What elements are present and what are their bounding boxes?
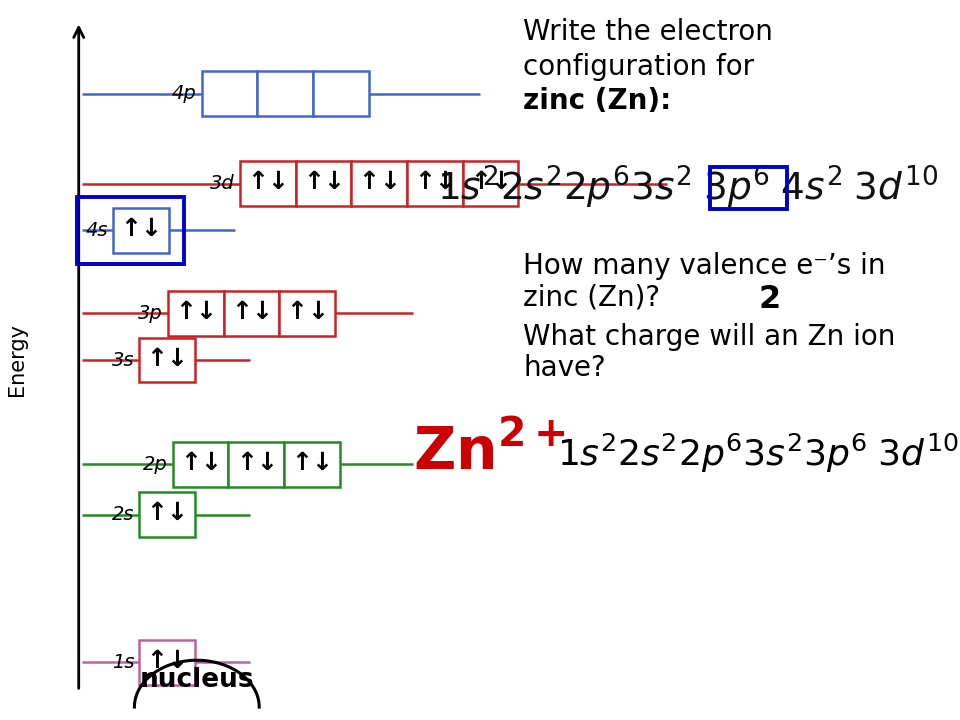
Text: ↓: ↓ [167,346,187,371]
Text: ↓: ↓ [201,451,221,475]
Text: ↑: ↑ [359,170,379,194]
Text: ↓: ↓ [324,170,344,194]
Text: ↑: ↑ [147,501,167,526]
Text: 1s: 1s [112,653,134,672]
Text: ↓: ↓ [379,170,399,194]
Text: Energy: Energy [8,323,27,397]
Bar [351,161,407,206]
Text: ↑: ↑ [415,170,435,194]
Text: zinc (Zn):: zinc (Zn): [523,87,671,115]
Text: Write the electron: Write the electron [523,18,773,46]
Bar [77,197,184,264]
Bar [284,442,340,487]
Bar [139,640,195,685]
Text: 3s: 3s [112,351,134,369]
Text: ↓: ↓ [141,217,161,241]
Bar [710,167,787,209]
Text: ↓: ↓ [167,649,187,673]
Bar [173,442,228,487]
Text: have?: have? [523,354,606,382]
Bar [168,291,224,336]
Bar [279,291,335,336]
Text: ↑: ↑ [121,217,141,241]
Bar [296,161,351,206]
Bar [139,338,195,382]
Bar [313,71,369,116]
Bar [139,492,195,537]
Bar [202,71,257,116]
Text: $1s^22s^22p^63s^23p^6\;3d^{10}$: $1s^22s^22p^63s^23p^6\;3d^{10}$ [557,432,958,475]
Text: 3p: 3p [138,304,163,323]
Text: What charge will an Zn ion: What charge will an Zn ion [523,323,896,351]
Text: ↓: ↓ [307,300,327,324]
Text: ↑: ↑ [231,300,252,324]
Text: ↑: ↑ [147,649,167,673]
Text: $\mathbf{Zn^{2+}}$: $\mathbf{Zn^{2+}}$ [413,425,565,482]
Text: ↓: ↓ [256,451,276,475]
Text: ↓: ↓ [196,300,216,324]
Text: nucleus: nucleus [139,667,254,693]
Text: 3d: 3d [210,174,235,193]
Text: ↓: ↓ [252,300,272,324]
Text: ↑: ↑ [176,300,196,324]
Text: $1s^22s^22p^63s^2\;3p^6\;4s^2\;3d^{10}$: $1s^22s^22p^63s^2\;3p^6\;4s^2\;3d^{10}$ [437,163,938,211]
Text: ↓: ↓ [268,170,288,194]
Text: ↑: ↑ [147,346,167,371]
Text: zinc (Zn)?: zinc (Zn)? [523,284,660,312]
Bar [407,161,463,206]
Bar [240,161,296,206]
Text: How many valence e⁻’s in: How many valence e⁻’s in [523,252,886,280]
Text: ↓: ↓ [312,451,332,475]
Bar [113,208,169,253]
Bar [463,161,518,206]
Text: 2: 2 [758,284,780,315]
Text: ↓: ↓ [435,170,455,194]
Bar [228,442,284,487]
Text: ↓: ↓ [491,170,511,194]
Text: ↑: ↑ [470,170,491,194]
Text: 2p: 2p [143,455,168,474]
Text: configuration for: configuration for [523,53,755,81]
Text: ↓: ↓ [167,501,187,526]
Text: ↑: ↑ [303,170,324,194]
Bar [224,291,279,336]
Text: ↑: ↑ [287,300,307,324]
Text: ↑: ↑ [292,451,312,475]
Text: 2s: 2s [112,505,134,524]
Text: 4p: 4p [172,84,197,103]
Bar [257,71,313,116]
Text: ↑: ↑ [180,451,201,475]
Text: 4s: 4s [86,221,108,240]
Text: ↑: ↑ [248,170,268,194]
Text: ↑: ↑ [236,451,256,475]
